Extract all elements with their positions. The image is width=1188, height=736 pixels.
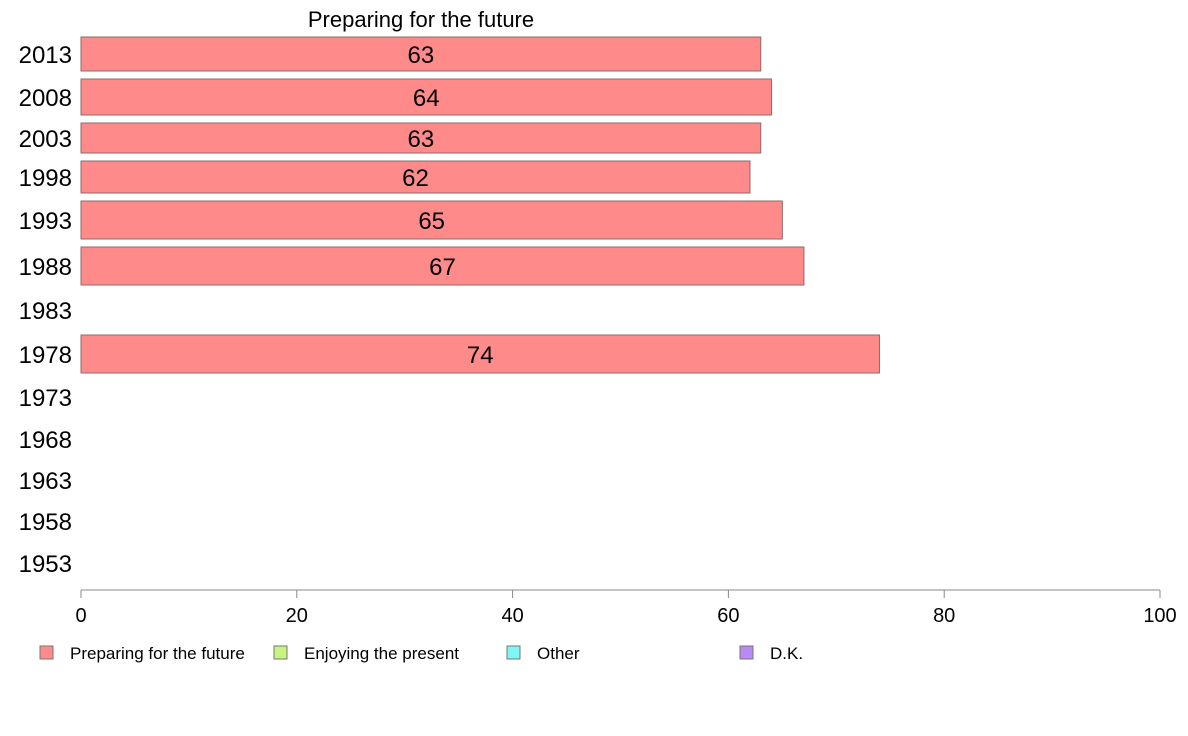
legend-label-2: Other xyxy=(537,644,580,663)
category-label-1978: 1978 xyxy=(19,342,72,369)
category-label-1973: 1973 xyxy=(19,385,72,412)
category-label-1983: 1983 xyxy=(19,298,72,325)
chart-title: Preparing for the future xyxy=(308,7,534,32)
value-label-2013: 63 xyxy=(408,42,435,69)
legend-swatch-1 xyxy=(273,645,288,660)
bar-2003 xyxy=(80,122,762,154)
value-label-1993: 65 xyxy=(418,208,445,235)
category-label-1993: 1993 xyxy=(19,208,72,235)
category-label-1998: 1998 xyxy=(19,165,72,192)
category-label-1963: 1963 xyxy=(19,468,72,495)
value-label-2008: 64 xyxy=(413,85,440,112)
category-labels: 2013 2008 2003 1998 1993 1988 1983 1978 1973 1968… xyxy=(19,42,72,578)
category-label-1968: 1968 xyxy=(19,427,72,454)
category-label-2013: 2013 xyxy=(19,42,72,69)
x-axis: 0 20 40 60 80 100 xyxy=(75,589,1177,627)
value-label-1978: 74 xyxy=(467,342,494,369)
x-tick-label-40: 40 xyxy=(501,605,523,627)
x-tick-label-100: 100 xyxy=(1143,605,1176,627)
legend-label-0: Preparing for the future xyxy=(70,644,245,663)
bar-1998 xyxy=(80,160,751,194)
legend-swatch-3 xyxy=(739,645,754,660)
bar-1978 xyxy=(80,334,880,374)
legend-swatch-2 xyxy=(506,645,521,660)
category-label-1953: 1953 xyxy=(19,551,72,578)
category-label-1988: 1988 xyxy=(19,254,72,281)
legend-label-1: Enjoying the present xyxy=(304,644,459,663)
bars-layer: 63 64 63 62 65 67 74 xyxy=(80,36,880,374)
value-label-1988: 67 xyxy=(429,254,456,281)
category-label-1958: 1958 xyxy=(19,509,72,536)
value-label-2003: 63 xyxy=(408,126,435,153)
legend: Preparing for the future Enjoying the pre… xyxy=(39,644,803,663)
legend-label-3: D.K. xyxy=(770,644,803,663)
value-label-1998: 62 xyxy=(402,165,429,192)
legend-swatch-0 xyxy=(39,645,54,660)
x-tick-label-0: 0 xyxy=(75,605,86,627)
x-tick-label-80: 80 xyxy=(933,605,955,627)
category-label-2008: 2008 xyxy=(19,85,72,112)
bar-2013 xyxy=(80,36,762,72)
bar-2008 xyxy=(80,78,773,116)
category-label-2003: 2003 xyxy=(19,126,72,153)
x-tick-label-60: 60 xyxy=(717,605,739,627)
x-tick-label-20: 20 xyxy=(286,605,308,627)
bar-1988 xyxy=(80,246,805,286)
bar-1993 xyxy=(80,200,783,240)
